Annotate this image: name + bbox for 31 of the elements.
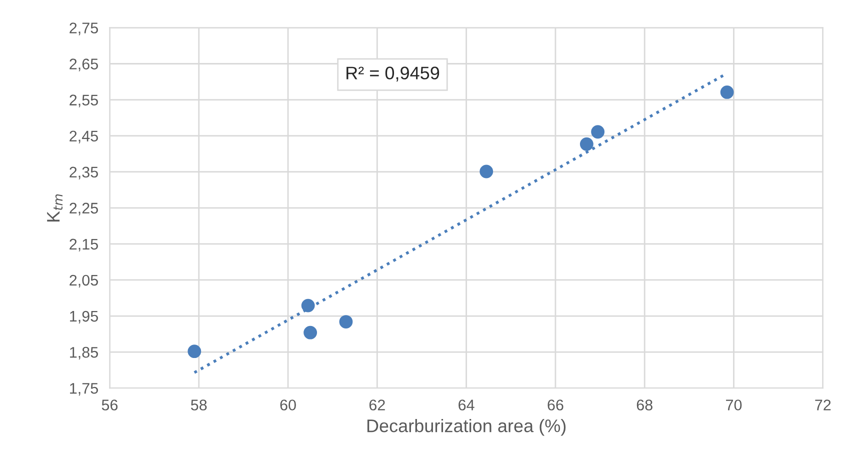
point [480, 164, 494, 178]
y-tick-label: 2,55 [70, 94, 98, 108]
point [188, 344, 202, 358]
point [339, 315, 353, 328]
point [591, 125, 605, 139]
point [580, 137, 594, 151]
y-tick-label: 2,65 [70, 58, 98, 72]
x-tick-label: 60 [280, 400, 296, 410]
y-tick-label: 1,75 [70, 383, 98, 396]
x-tick-label: 72 [815, 400, 831, 410]
y-tick-label: 1,95 [70, 310, 98, 324]
x-tick-label: 68 [636, 400, 652, 410]
point [304, 326, 318, 340]
point [720, 86, 734, 99]
y-tick-label: 2,25 [70, 202, 98, 216]
point [301, 298, 315, 312]
y-tick-label: 2,15 [70, 238, 98, 252]
y-axis-title: K$_{tm}$ [47, 194, 62, 222]
y-tick-label: 1,85 [70, 346, 98, 360]
x-tick-label: 62 [369, 400, 385, 410]
y-tick-label: 2,45 [70, 130, 98, 144]
x-tick-label: 70 [726, 400, 742, 410]
annotation: R² = 0,9459 [346, 66, 440, 82]
y-tick-label: 2,05 [70, 274, 98, 288]
y-tick-label: 2,35 [70, 166, 98, 180]
x-tick-label: 64 [458, 400, 474, 410]
y-tick-label: 2,75 [70, 22, 98, 36]
x-tick-label: 56 [102, 400, 118, 410]
x-tick-label: 58 [190, 400, 207, 410]
x-tick-label: 66 [548, 400, 564, 410]
x-axis-title: Decarburization area (%) [367, 418, 566, 436]
